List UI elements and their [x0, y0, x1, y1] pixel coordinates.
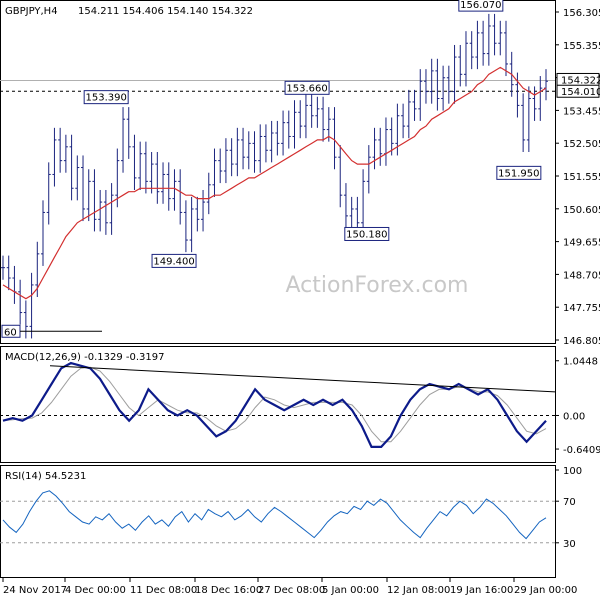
rsi-line	[2, 490, 547, 540]
watermark: ActionForex.com	[286, 273, 469, 298]
price-annotation-box	[496, 165, 542, 180]
chart-symbol: GBPJPY,H4	[5, 6, 58, 17]
moving-average-line	[2, 66, 547, 300]
price-annotation-box	[151, 253, 197, 268]
macd-label: MACD(12,26,9) -0.1329 -0.3197	[5, 352, 165, 363]
price-y-tick-label: 155.355	[563, 41, 600, 52]
macd-panel-frame	[0, 346, 556, 463]
macd-y-tick-label: 0.00	[563, 411, 585, 422]
macd-main-line	[2, 361, 547, 448]
price-panel-frame	[0, 0, 556, 344]
time-tick-label: 24 Nov 2017	[3, 585, 67, 596]
macd-y-tick-label: -0.6409	[563, 445, 600, 456]
price-annotation-label: 150.180	[346, 229, 387, 240]
macd-layer: 1.0448 0.00 -0.6409	[0, 357, 600, 456]
left-annotation-label: 60	[4, 327, 17, 338]
time-tick-label: 11 Dec 08:00	[130, 585, 197, 596]
chart-ohlc: 154.211 154.406 154.140 154.322	[78, 6, 253, 17]
price-y-tick-label: 149.655	[563, 238, 600, 249]
price-annotation-label: 156.070	[460, 0, 501, 11]
rsi-layer: 100 70 30	[0, 466, 582, 550]
price-y-tick-label: 152.505	[563, 139, 600, 150]
price-annotation-box	[344, 226, 390, 241]
time-tick-label: 12 Jan 08:00	[387, 585, 450, 596]
hline-label: 154.010	[561, 87, 600, 98]
price-layer: 156.305155.355154.405153.455152.505151.5…	[0, 0, 600, 347]
price-annotation-label: 153.660	[286, 83, 327, 94]
price-annotation-label: 151.950	[498, 168, 539, 179]
price-y-tick-label: 151.555	[563, 172, 600, 183]
price-y-tick-label: 148.705	[563, 270, 600, 281]
rsi-panel-frame	[0, 465, 556, 578]
time-tick-label: 5 Jan 00:00	[322, 585, 379, 596]
price-annotation-box	[284, 80, 330, 95]
time-tick-label: 29 Jan 00:00	[514, 585, 577, 596]
price-y-tick-label: 153.455	[563, 106, 600, 117]
price-annotation-label: 153.390	[85, 93, 126, 104]
macd-trendline	[49, 365, 556, 393]
price-y-tick-label: 147.755	[563, 303, 600, 314]
rsi-y-tick-label: 70	[563, 497, 576, 508]
time-tick-label: 4 Dec 00:00	[65, 585, 126, 596]
time-tick-label: 18 Dec 16:00	[195, 585, 262, 596]
macd-y-tick-label: 1.0448	[563, 357, 598, 368]
price-y-tick-label: 156.305	[563, 8, 600, 19]
price-annotation-label: 149.400	[153, 256, 194, 267]
rsi-y-tick-label: 30	[563, 539, 576, 550]
time-tick-label: 19 Jan 16:00	[450, 585, 513, 596]
time-tick-label: 27 Dec 08:00	[258, 585, 325, 596]
rsi-label: RSI(14) 54.5231	[5, 471, 86, 482]
hline-box	[556, 84, 600, 98]
current-price-label: 154.322	[561, 75, 600, 86]
price-annotation-box	[458, 0, 504, 12]
rsi-y-tick-label: 100	[563, 466, 582, 477]
price-annotation-box	[83, 90, 129, 105]
price-y-tick-label: 146.805	[563, 336, 600, 347]
macd-signal-line	[2, 366, 547, 443]
price-y-tick-label: 150.605	[563, 205, 600, 216]
